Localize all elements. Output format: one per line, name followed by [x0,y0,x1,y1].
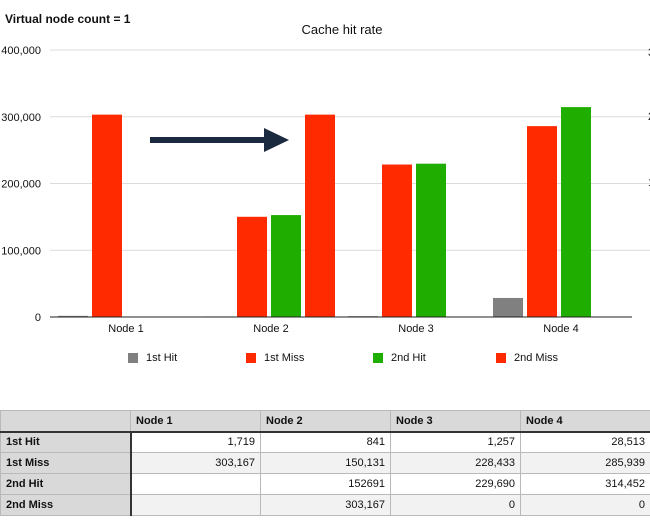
table-row: 1st Miss 303,167 150,131 228,433 285,939 [0,452,650,474]
table-cell: 0 [520,494,650,516]
table-cell: 0 [390,494,521,516]
right-axis-ticks: 3 2 1 [648,47,650,189]
y-tick-label: 200,000 [1,179,41,191]
bar-1st-miss [237,216,267,317]
table-cell: 1,257 [390,431,521,453]
grid-lines [50,49,650,251]
legend-swatch [246,353,256,363]
table-header-row: Node 1 Node 2 Node 3 Node 4 [0,410,650,433]
table-header-cell: Node 4 [520,410,650,433]
table-header-cell: Node 2 [260,410,391,433]
y-axis: 0 100,000 200,000 300,000 400,000 [1,45,41,324]
arrow-annotation [150,128,289,152]
chart-legend: 1st Hit 1st Miss 2nd Hit 2nd Miss [0,352,650,368]
right-tick-mark: 2 [648,111,650,123]
y-tick-label: 100,000 [1,245,41,257]
table-cell: 285,939 [520,452,650,474]
table-row: 2nd Hit 152691 229,690 314,452 [0,473,650,495]
table-cell: 1,719 [130,431,261,453]
x-axis: Node 1 Node 2 Node 3 Node 4 [50,316,632,335]
bar-1st-hit [493,297,523,317]
bar-2nd-hit [416,163,446,317]
chart-title: Cache hit rate [302,22,383,37]
legend-swatch [496,353,506,363]
table-cell: 150,131 [260,452,391,474]
table-cell: 229,690 [390,473,521,495]
table-cell: 28,513 [520,431,650,453]
bar-2nd-miss [305,114,335,318]
chart-heading: Virtual node count = 1 [5,12,131,26]
table-cell [130,494,261,516]
bar-1st-hit [58,315,88,317]
table-cell: 841 [260,431,391,453]
legend-label: 1st Miss [264,352,305,364]
table-header-cell [0,410,131,433]
row-label: 1st Hit [0,431,132,453]
bar-1st-miss [527,126,557,318]
legend-swatch [373,353,383,363]
bar-2nd-hit [271,215,301,317]
legend-label: 2nd Miss [514,352,559,364]
table-cell: 303,167 [260,494,391,516]
x-tick-label: Node 2 [253,323,288,335]
bar-chart: Cache hit rate 0 100,000 200,000 300,000 400… [1,22,650,335]
table-cell [130,473,261,495]
data-table: Node 1 Node 2 Node 3 Node 4 1st Hit 1,71… [0,410,650,516]
y-tick-label: 0 [35,312,41,324]
table-cell: 314,452 [520,473,650,495]
y-tick-label: 300,000 [1,112,41,124]
bar-1st-miss [92,114,122,318]
legend-item: 1st Hit [128,352,177,364]
bar-2nd-hit [561,107,591,317]
table-cell: 228,433 [390,452,521,474]
row-label: 1st Miss [0,452,132,474]
x-tick-label: Node 4 [543,323,578,335]
table-cell: 303,167 [130,452,261,474]
y-tick-label: 400,000 [1,45,41,57]
row-label: 2nd Miss [0,494,132,516]
arrow-head [264,128,289,152]
bars [58,107,591,318]
x-tick-label: Node 1 [108,323,143,335]
legend-label: 1st Hit [146,352,178,364]
legend-swatch [128,353,138,363]
table-row: 2nd Miss 303,167 0 0 [0,494,650,516]
table-cell: 152691 [260,473,391,495]
bar-1st-miss [382,164,412,317]
table-header-cell: Node 3 [390,410,521,433]
row-label: 2nd Hit [0,473,132,495]
legend-item: 2nd Miss [496,352,558,364]
table-row: 1st Hit 1,719 841 1,257 28,513 [0,431,650,453]
legend-item: 2nd Hit [373,352,426,364]
legend-label: 2nd Hit [391,352,426,364]
x-tick-label: Node 3 [398,323,433,335]
right-tick-mark: 1 [648,177,650,189]
table-header-cell: Node 1 [130,410,261,433]
legend-item: 1st Miss [246,352,304,364]
right-tick-mark: 3 [648,47,650,59]
